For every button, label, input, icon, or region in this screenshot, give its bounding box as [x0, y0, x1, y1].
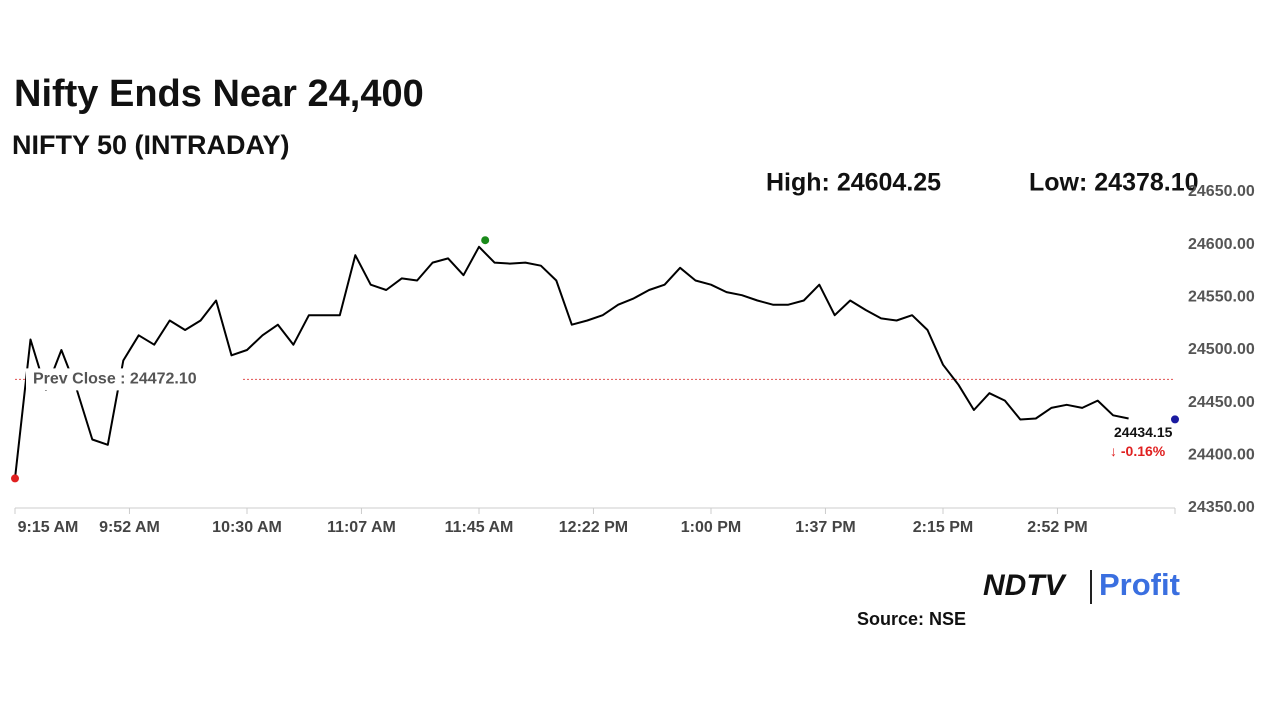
- chart-title: Nifty Ends Near 24,400: [14, 73, 424, 115]
- high-point: [481, 236, 490, 245]
- x-tick-label: 1:37 PM: [795, 519, 855, 536]
- last-value: 24434.15: [1114, 424, 1173, 440]
- y-tick-label: 24650.00: [1188, 183, 1255, 200]
- y-tick-label: 24450.00: [1188, 394, 1255, 411]
- x-tick-label: 11:07 AM: [327, 519, 396, 536]
- low-label: Low: 24378.10: [1029, 169, 1199, 197]
- x-tick-label: 2:15 PM: [913, 519, 973, 536]
- high-label: High: 24604.25: [766, 169, 941, 197]
- x-tick-label: 9:52 AM: [99, 519, 160, 536]
- y-tick-label: 24400.00: [1188, 447, 1255, 464]
- chart-subtitle: NIFTY 50 (INTRADAY): [12, 130, 290, 160]
- logo-ndtv: NDTV: [983, 569, 1068, 602]
- logo-profit: Profit: [1099, 567, 1180, 602]
- y-tick-label: 24600.00: [1188, 236, 1255, 253]
- prev-close-label: Prev Close : 24472.10: [33, 371, 197, 388]
- price-line: [14, 245, 1129, 479]
- last-point: [1171, 415, 1179, 424]
- x-tick-label: 10:30 AM: [212, 519, 282, 536]
- x-tick-label: 12:22 PM: [559, 519, 628, 536]
- y-tick-label: 24350.00: [1188, 499, 1255, 516]
- x-tick-label: 1:00 PM: [681, 519, 741, 536]
- y-tick-label: 24550.00: [1188, 289, 1255, 306]
- last-change: ↓ -0.16%: [1110, 443, 1166, 459]
- x-tick-label: 11:45 AM: [445, 519, 514, 536]
- x-tick-label: 9:15 AM: [18, 519, 79, 536]
- y-tick-label: 24500.00: [1188, 341, 1255, 358]
- prev-close-box: [26, 368, 242, 391]
- source: Source: NSE: [857, 609, 966, 629]
- x-tick-label: 2:52 PM: [1027, 519, 1087, 536]
- low-point: [11, 474, 19, 483]
